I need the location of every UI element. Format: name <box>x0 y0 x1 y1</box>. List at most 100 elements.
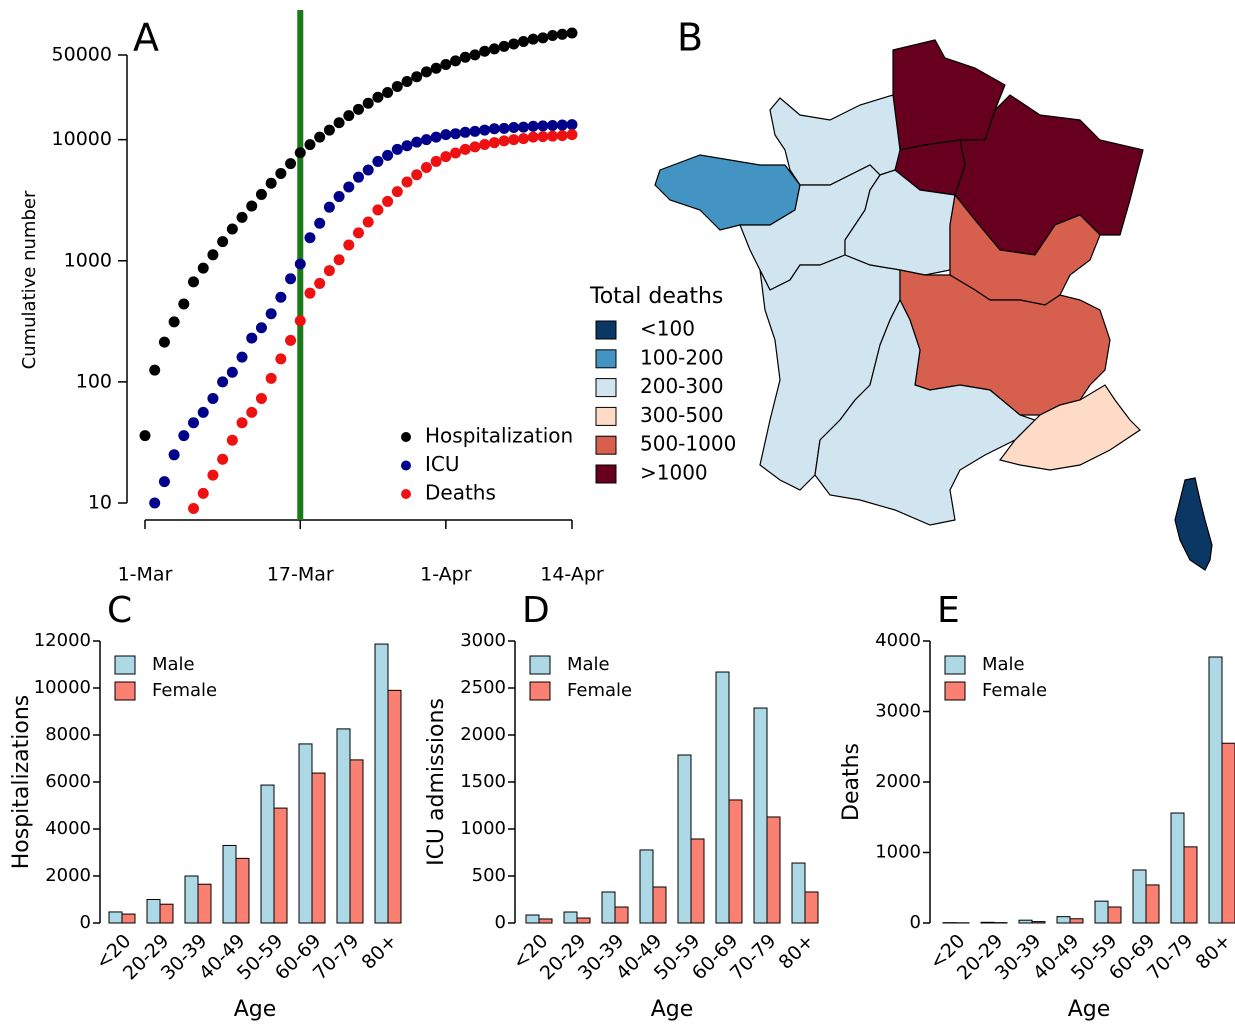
data-point <box>207 249 219 261</box>
data-point <box>149 364 161 376</box>
data-point <box>498 135 510 147</box>
legend-title: Total deaths <box>589 284 723 309</box>
data-point <box>226 223 238 235</box>
data-point <box>226 434 238 446</box>
data-point <box>314 131 326 143</box>
data-point <box>411 136 423 148</box>
data-point <box>217 453 229 465</box>
data-point <box>236 351 248 363</box>
y-axis-label: Deaths <box>839 743 864 821</box>
data-point <box>372 155 384 167</box>
data-point <box>556 28 568 40</box>
bar <box>525 914 540 924</box>
bar <box>652 886 667 924</box>
data-point <box>285 158 297 170</box>
data-point <box>411 169 423 181</box>
legend-label: >1000 <box>640 461 708 485</box>
data-point <box>537 120 549 132</box>
data-point <box>450 147 462 159</box>
data-point <box>323 201 335 213</box>
data-point <box>527 131 539 143</box>
y-tick-label: 2000 <box>45 865 91 886</box>
data-point <box>246 332 258 344</box>
data-point <box>420 66 432 78</box>
data-point <box>459 51 471 63</box>
bar <box>1069 918 1084 924</box>
y-tick-label: 8000 <box>45 724 91 745</box>
panel-label: B <box>677 16 703 60</box>
data-point <box>391 80 403 92</box>
data-point <box>314 277 326 289</box>
y-tick-label: 10 <box>88 492 112 514</box>
data-point <box>382 87 394 99</box>
data-point <box>382 149 394 161</box>
data-point <box>217 376 229 388</box>
bar <box>538 918 553 924</box>
data-point <box>450 55 462 67</box>
legend-swatch <box>529 655 551 675</box>
data-point <box>343 181 355 193</box>
data-point <box>401 76 413 88</box>
data-point <box>265 372 277 384</box>
data-point <box>527 33 539 45</box>
x-axis-label: Age <box>651 997 694 1022</box>
data-point <box>527 120 539 132</box>
y-tick-label: 50000 <box>52 44 112 66</box>
y-tick-label: 4000 <box>45 818 91 839</box>
bar <box>576 917 591 924</box>
bar <box>159 903 174 924</box>
data-point <box>537 32 549 44</box>
data-point <box>459 143 471 155</box>
data-point <box>488 137 500 149</box>
bar <box>349 759 364 924</box>
bar <box>563 911 578 924</box>
legend-marker <box>401 489 411 499</box>
data-point <box>275 291 287 303</box>
legend-swatch <box>595 378 617 398</box>
y-tick-label: 10000 <box>52 128 112 150</box>
bar <box>1183 846 1198 924</box>
y-axis-label: Hospitalizations <box>9 695 34 870</box>
bar <box>677 754 692 924</box>
data-point <box>343 239 355 251</box>
data-point <box>265 308 277 320</box>
data-point <box>450 128 462 140</box>
data-point <box>362 164 374 176</box>
bar <box>336 728 351 924</box>
data-point <box>440 59 452 71</box>
x-axis-label: Age <box>1068 997 1111 1022</box>
y-tick-label: 4000 <box>875 630 921 651</box>
bar <box>690 838 705 924</box>
y-axis-label: Cumulative number <box>19 190 40 369</box>
data-point <box>517 133 529 145</box>
data-point <box>323 124 335 136</box>
data-point <box>469 49 481 61</box>
data-point <box>197 406 209 418</box>
bar <box>387 689 402 924</box>
data-point <box>547 119 559 131</box>
y-tick-label: 2000 <box>875 771 921 792</box>
data-point <box>304 139 316 151</box>
bar <box>146 899 161 924</box>
legend-label: 300-500 <box>640 403 724 427</box>
data-point <box>420 134 432 146</box>
data-point <box>188 276 200 288</box>
legend-label: 200-300 <box>640 374 724 398</box>
data-point <box>149 497 161 509</box>
data-point <box>158 336 170 348</box>
legend-swatch <box>529 681 551 701</box>
y-tick-label: 0 <box>80 912 91 933</box>
y-tick-label: 3000 <box>460 630 506 651</box>
data-point <box>188 503 200 515</box>
data-point <box>566 119 578 131</box>
data-point <box>285 273 297 285</box>
bar <box>311 772 326 924</box>
data-point <box>285 334 297 346</box>
bar <box>235 857 250 924</box>
data-point <box>362 216 374 228</box>
x-tick-label: 80+ <box>1192 930 1235 974</box>
data-point <box>236 417 248 429</box>
legend-swatch <box>595 320 617 340</box>
x-tick-label: 80+ <box>358 930 402 974</box>
y-tick-label: 2000 <box>460 724 506 745</box>
